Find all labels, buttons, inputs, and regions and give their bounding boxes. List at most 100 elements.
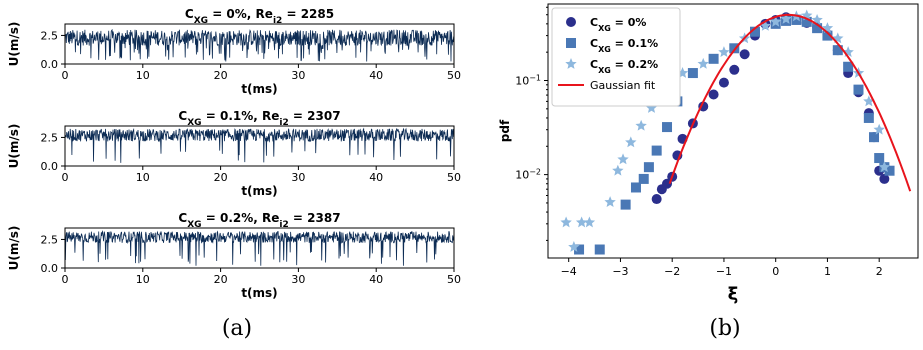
star-marker	[769, 15, 782, 27]
y-axis-label: pdf	[498, 119, 512, 142]
circle-marker	[739, 49, 750, 60]
x-tick-label: 0	[62, 273, 69, 286]
x-tick-label: 20	[214, 69, 228, 82]
star-marker	[697, 57, 709, 69]
x-tick-label: 2	[876, 265, 883, 278]
x-axis-label: t(ms)	[241, 286, 277, 300]
y-tick-label: 2.5	[41, 131, 59, 144]
y-tick-label: 0.0	[41, 262, 59, 275]
square-marker	[884, 165, 895, 176]
subplot-1: CXG = 0%, Rei2 = 2285 0 10 20 30 40 50 0.0 2.5 t(…	[7, 7, 461, 96]
x-tick-label: −2	[664, 265, 680, 278]
legend: CXG = 0% CXG = 0.1% CXG = 0.2% Gaussian fit	[551, 7, 681, 107]
subplot-title: CXG = 0%, Rei2 = 2285	[185, 7, 334, 26]
x-tick-label: 10	[136, 171, 150, 184]
caption-b: (b)	[709, 316, 740, 341]
x-tick-label: 0	[62, 69, 69, 82]
square-marker	[574, 244, 585, 255]
square-marker	[651, 145, 662, 156]
circle-marker	[651, 194, 662, 205]
circle-marker	[718, 77, 729, 88]
legend-label: Gaussian fit	[590, 79, 656, 92]
square-marker	[863, 112, 874, 123]
x-axis-label: ξ	[728, 284, 739, 305]
star-marker	[780, 13, 792, 24]
star-marker	[612, 164, 624, 176]
square-marker	[801, 16, 812, 27]
square-marker	[708, 53, 719, 64]
circle-marker	[729, 64, 740, 75]
star-marker	[635, 119, 647, 131]
square-marker	[729, 43, 740, 54]
x-axis-label: t(ms)	[241, 184, 277, 198]
x-tick-label: 10	[136, 69, 150, 82]
subplot-3: CXG = 0.2%, Rei2 = 2387 0 10 20 30 40 50 0.0 2.5…	[7, 211, 461, 300]
star-marker	[604, 196, 616, 207]
square-marker	[662, 122, 673, 133]
y-tick-label: 2.5	[41, 233, 59, 246]
x-tick-label: 50	[447, 69, 461, 82]
x-tick-label: 0	[62, 171, 69, 184]
x-tick-label: −1	[716, 265, 732, 278]
star-marker	[575, 216, 588, 228]
square-marker	[620, 199, 631, 210]
y-axis-label: U(m/s)	[7, 22, 21, 67]
x-tick-label: 30	[291, 171, 305, 184]
circle-marker	[566, 17, 576, 27]
x-tick-label: −4	[561, 265, 577, 278]
star-marker	[863, 95, 875, 107]
legend-box	[551, 7, 681, 107]
star-marker	[565, 58, 577, 69]
star-marker	[568, 241, 580, 252]
square-marker	[853, 84, 864, 95]
star-marker	[645, 102, 658, 113]
y-axis-label: U(m/s)	[7, 124, 21, 169]
axes-frame	[64, 125, 455, 167]
star-marker	[617, 153, 629, 165]
caption-a: (a)	[222, 316, 252, 341]
circle-marker	[879, 173, 890, 184]
series-4	[668, 13, 912, 192]
square-marker	[832, 45, 843, 56]
x-tick-label: 30	[291, 69, 305, 82]
square-marker	[822, 30, 833, 41]
legend-label: CXG = 0.2%	[590, 58, 658, 75]
velocity-trace	[64, 230, 455, 266]
square-marker	[687, 68, 698, 79]
y-tick-label: 10−2	[515, 167, 541, 182]
axes-frame	[64, 227, 455, 269]
square-marker	[749, 26, 760, 37]
square-marker	[791, 14, 802, 25]
square-marker	[566, 38, 576, 48]
x-tick-label: 50	[447, 273, 461, 286]
x-tick-label: 40	[369, 69, 383, 82]
legend-item-3: CXG = 0.2%	[565, 58, 658, 75]
velocity-trace	[64, 127, 455, 163]
legend-item-1: CXG = 0%	[566, 16, 646, 33]
x-tick-label: 30	[291, 273, 305, 286]
star-marker	[759, 19, 772, 31]
square-marker	[594, 244, 605, 255]
panel-b-pdf: −4 −3 −2 −1 0 1 2 10−1 10−2 ξ pdf CXG = 0% CXG = 0.1…	[498, 3, 919, 305]
gaussian-fit-line	[668, 13, 912, 192]
axes-frame	[64, 23, 455, 65]
velocity-trace	[64, 28, 455, 62]
legend-item-2: CXG = 0.1%	[566, 37, 658, 54]
square-marker	[812, 23, 823, 34]
square-marker	[630, 182, 641, 193]
star-marker	[560, 216, 572, 228]
star-marker	[583, 216, 596, 228]
x-tick-label: 40	[369, 171, 383, 184]
x-tick-label: 40	[369, 273, 383, 286]
x-tick-label: 10	[136, 273, 150, 286]
x-tick-label: −3	[612, 265, 628, 278]
circle-marker	[708, 89, 719, 100]
x-axis-label: t(ms)	[241, 82, 277, 96]
square-marker	[869, 132, 880, 143]
star-marker	[625, 136, 637, 148]
square-marker	[843, 61, 854, 72]
subplot-2: CXG = 0.1%, Rei2 = 2307 0 10 20 30 40 50 0.0 2.5…	[7, 109, 461, 198]
star-marker	[878, 161, 891, 173]
square-marker	[643, 162, 654, 173]
